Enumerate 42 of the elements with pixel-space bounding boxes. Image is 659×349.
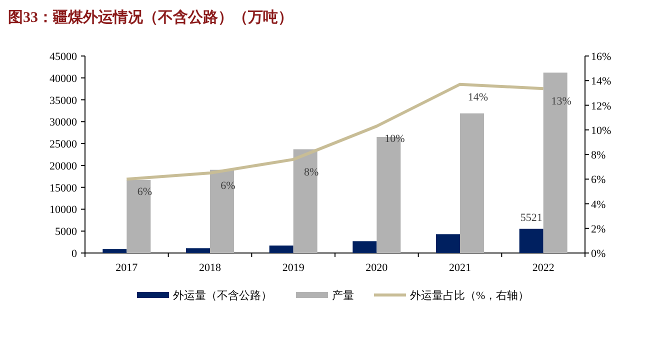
y-tick-label: 15000 [50, 182, 78, 194]
bar [126, 180, 151, 253]
y-tick-label: 0 [72, 248, 78, 260]
bar [519, 228, 544, 253]
y2-tick-label: 2% [591, 223, 606, 236]
x-tick-label: 2022 [532, 262, 554, 274]
bar [269, 246, 294, 253]
y-tick-label: 45000 [50, 51, 78, 63]
bar [352, 241, 377, 253]
line-series [125, 82, 545, 181]
x-tick-label: 2020 [366, 262, 388, 274]
bar [186, 248, 210, 253]
legend-label: 产量 [332, 289, 354, 302]
y-tick-label: 10000 [50, 204, 78, 216]
y2-tick-label: 4% [591, 198, 606, 211]
y2-tick-label: 12% [591, 100, 612, 112]
y-tick-label: 35000 [50, 94, 78, 107]
x-tick-label: 2021 [449, 262, 471, 274]
bar [460, 113, 484, 253]
bar [102, 249, 127, 253]
y2-tick-label: 16% [591, 51, 612, 63]
y2-tick-label: 0% [591, 248, 606, 260]
y2-tick-label: 10% [591, 124, 612, 137]
y-tick-label: 30000 [50, 116, 78, 129]
data-label: 5521 [520, 212, 542, 224]
bar [436, 234, 460, 253]
x-tick-label: 2018 [199, 262, 222, 274]
y2-tick-label: 6% [591, 174, 606, 186]
legend-label: 外运量（不含公路） [173, 289, 272, 302]
bar [210, 170, 234, 253]
y2-tick-label: 14% [591, 76, 612, 88]
y-tick-label: 20000 [50, 160, 78, 172]
x-tick-label: 2017 [116, 262, 138, 274]
chart-title: 图33：疆煤外运情况（不含公路）（万吨） [8, 9, 293, 26]
y-tick-label: 5000 [55, 226, 78, 238]
y-tick-label: 25000 [50, 138, 78, 151]
y-tick-label: 40000 [50, 72, 78, 85]
y2-tick-label: 8% [591, 150, 606, 162]
data-label: 14% [468, 91, 488, 104]
bar [293, 149, 318, 253]
x-tick-label: 2019 [282, 262, 305, 274]
legend-label: 外运量占比（%，右轴） [410, 289, 530, 302]
